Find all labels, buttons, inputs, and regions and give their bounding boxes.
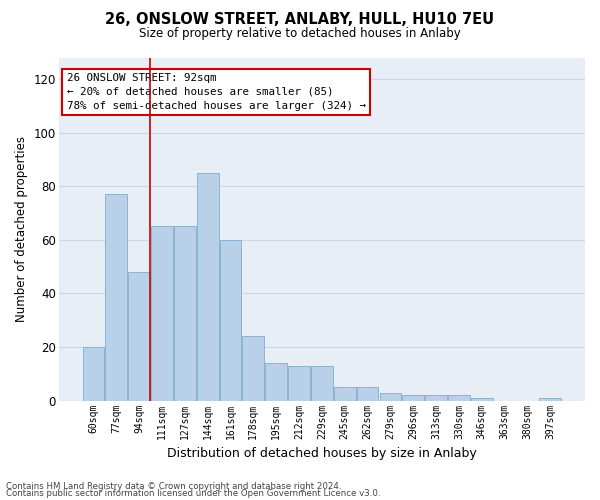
- Text: Contains public sector information licensed under the Open Government Licence v3: Contains public sector information licen…: [6, 489, 380, 498]
- X-axis label: Distribution of detached houses by size in Anlaby: Distribution of detached houses by size …: [167, 447, 477, 460]
- Bar: [220, 240, 241, 400]
- Bar: [539, 398, 561, 400]
- Bar: [311, 366, 333, 400]
- Bar: [106, 194, 127, 400]
- Y-axis label: Number of detached properties: Number of detached properties: [15, 136, 28, 322]
- Bar: [265, 363, 287, 401]
- Bar: [380, 392, 401, 400]
- Bar: [128, 272, 150, 400]
- Bar: [288, 366, 310, 400]
- Text: Contains HM Land Registry data © Crown copyright and database right 2024.: Contains HM Land Registry data © Crown c…: [6, 482, 341, 491]
- Text: 26 ONSLOW STREET: 92sqm
← 20% of detached houses are smaller (85)
78% of semi-de: 26 ONSLOW STREET: 92sqm ← 20% of detache…: [67, 73, 365, 111]
- Bar: [151, 226, 173, 400]
- Text: Size of property relative to detached houses in Anlaby: Size of property relative to detached ho…: [139, 28, 461, 40]
- Bar: [83, 347, 104, 401]
- Bar: [471, 398, 493, 400]
- Bar: [425, 396, 447, 400]
- Bar: [197, 173, 218, 400]
- Bar: [242, 336, 264, 400]
- Text: 26, ONSLOW STREET, ANLABY, HULL, HU10 7EU: 26, ONSLOW STREET, ANLABY, HULL, HU10 7E…: [106, 12, 494, 28]
- Bar: [174, 226, 196, 400]
- Bar: [403, 396, 424, 400]
- Bar: [448, 396, 470, 400]
- Bar: [356, 387, 379, 400]
- Bar: [334, 387, 356, 400]
